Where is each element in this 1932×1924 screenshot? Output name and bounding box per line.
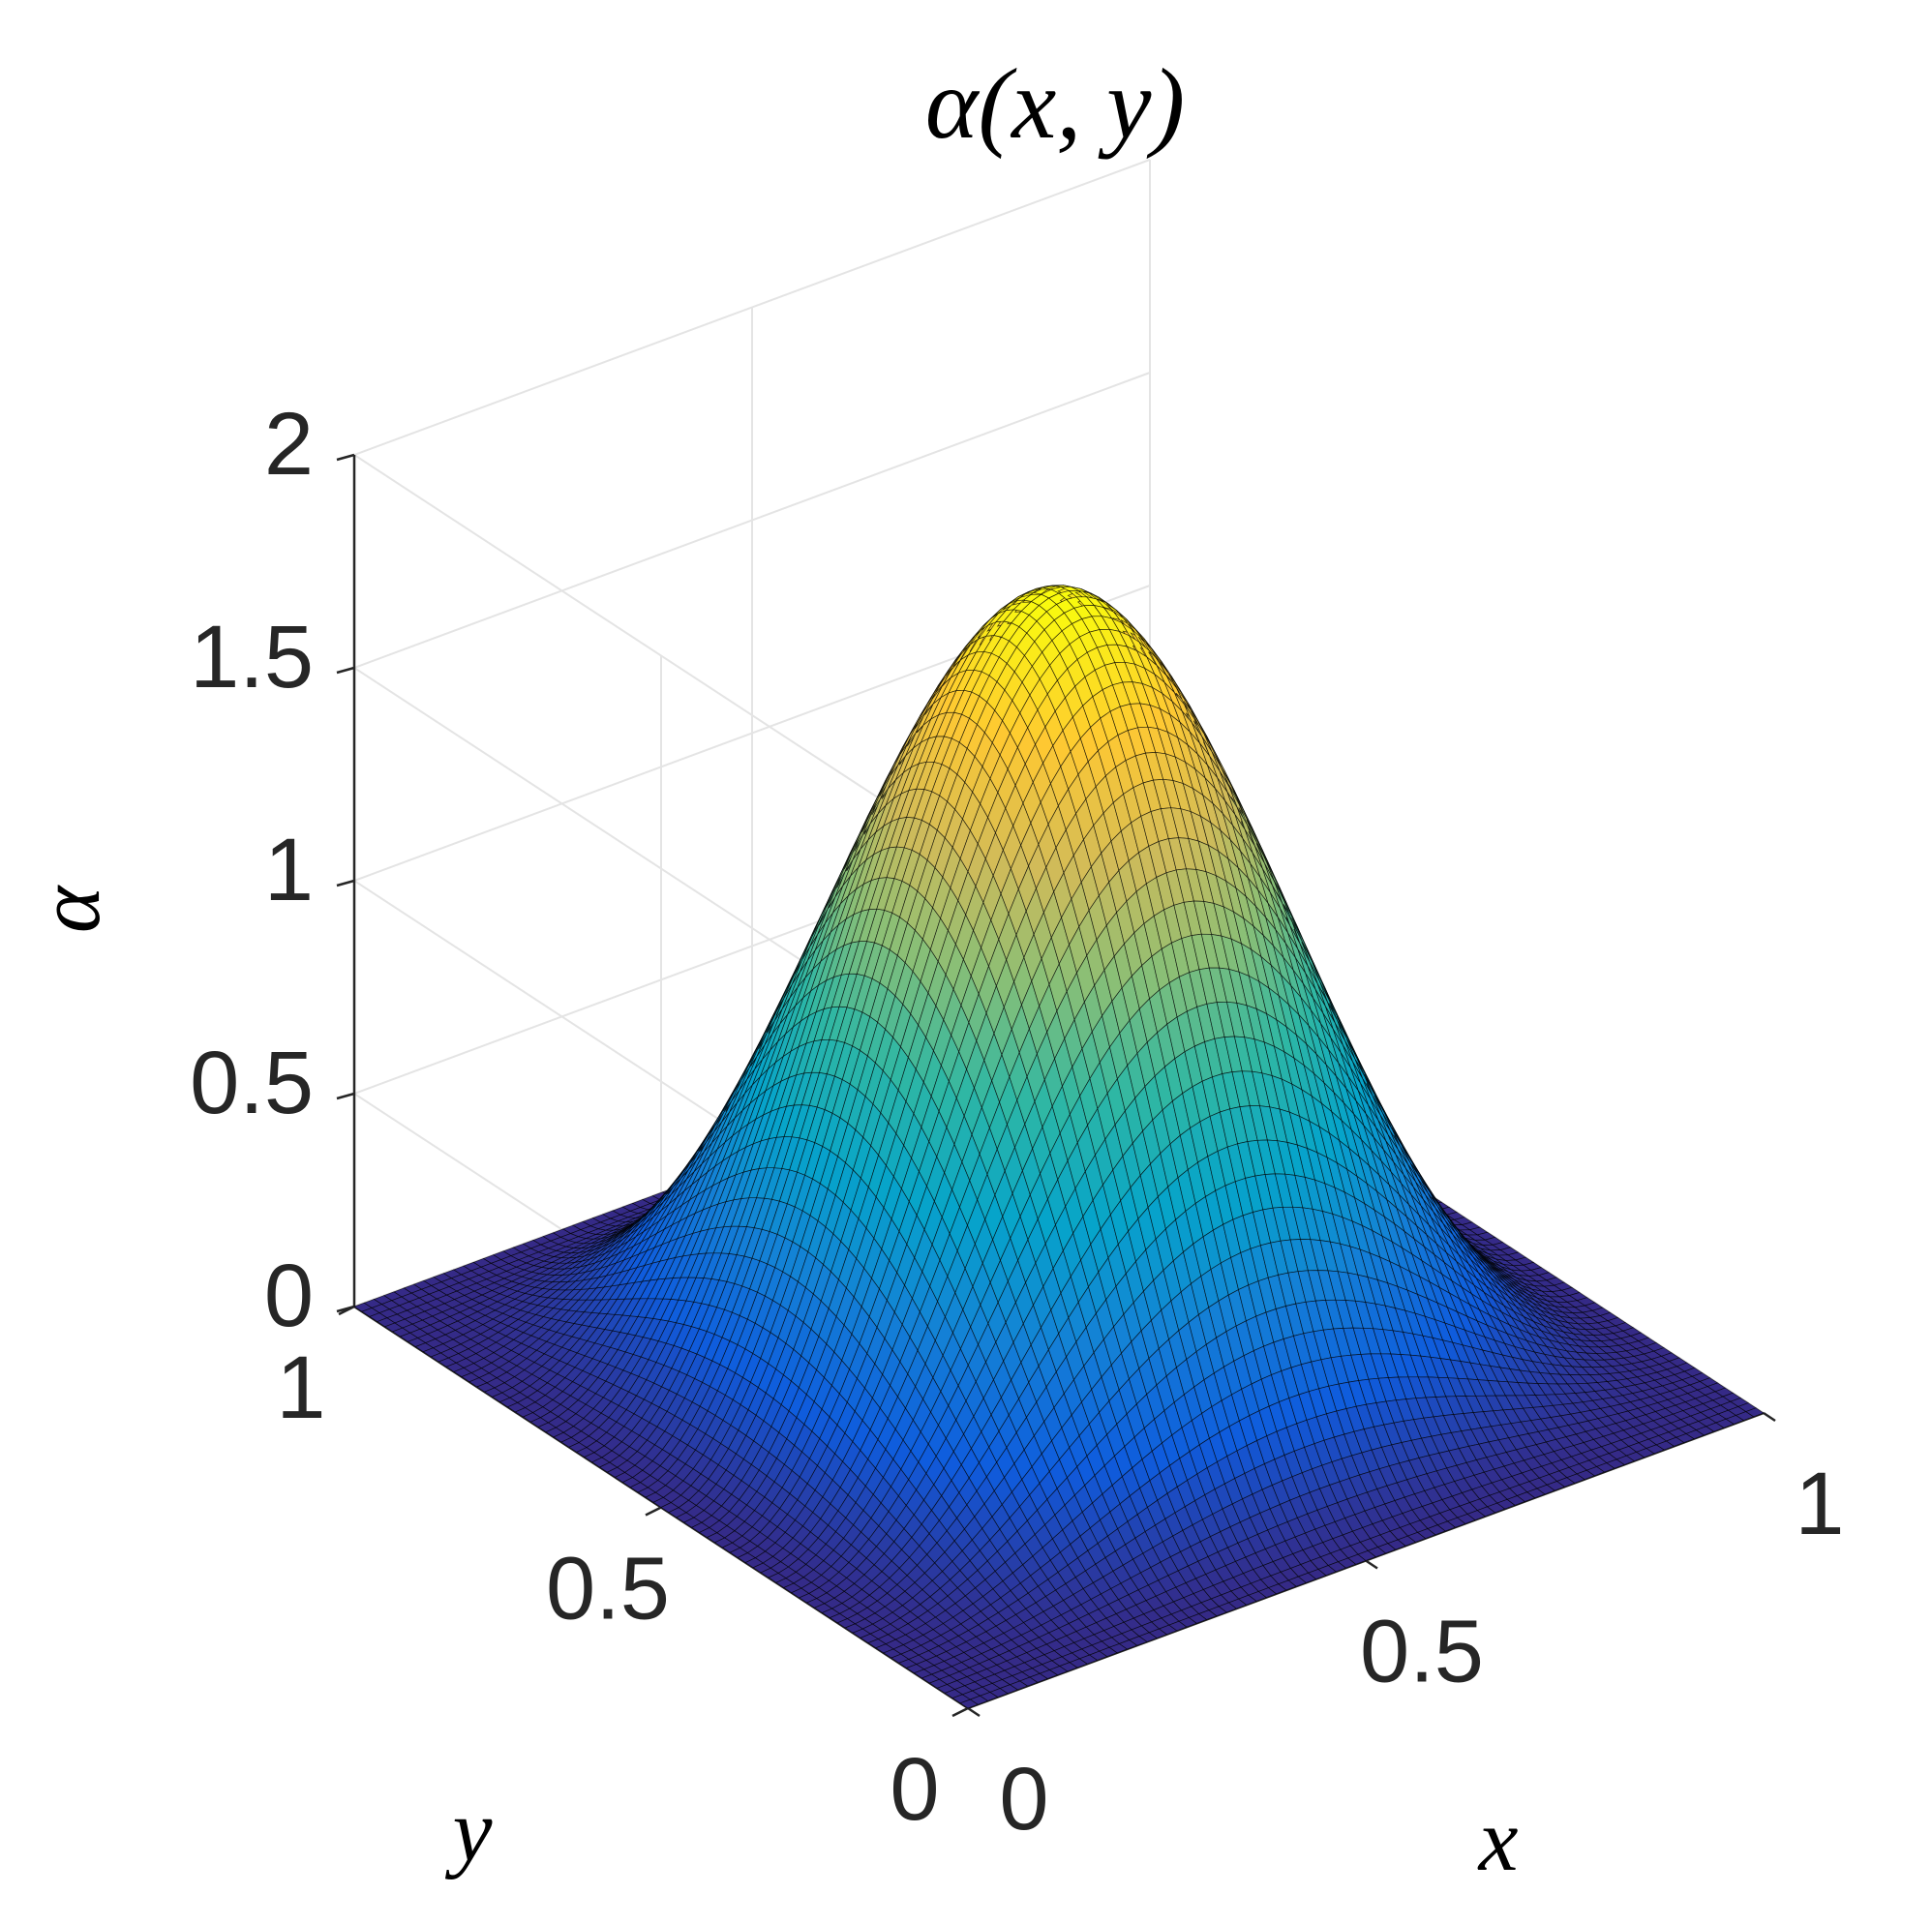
z-tick-mark <box>336 453 355 462</box>
y-tick-mark <box>951 1706 969 1718</box>
y-tick-mark <box>338 1305 355 1316</box>
z-tick-mark <box>336 666 355 675</box>
surface-layer <box>353 585 1765 1709</box>
x-tick-mark <box>1763 1411 1776 1423</box>
y-tick-mark <box>645 1506 662 1517</box>
x-tick-mark <box>1365 1559 1378 1570</box>
z-tick-mark <box>336 1092 355 1100</box>
z-tick-mark <box>336 879 355 887</box>
x-tick-mark <box>967 1706 981 1718</box>
